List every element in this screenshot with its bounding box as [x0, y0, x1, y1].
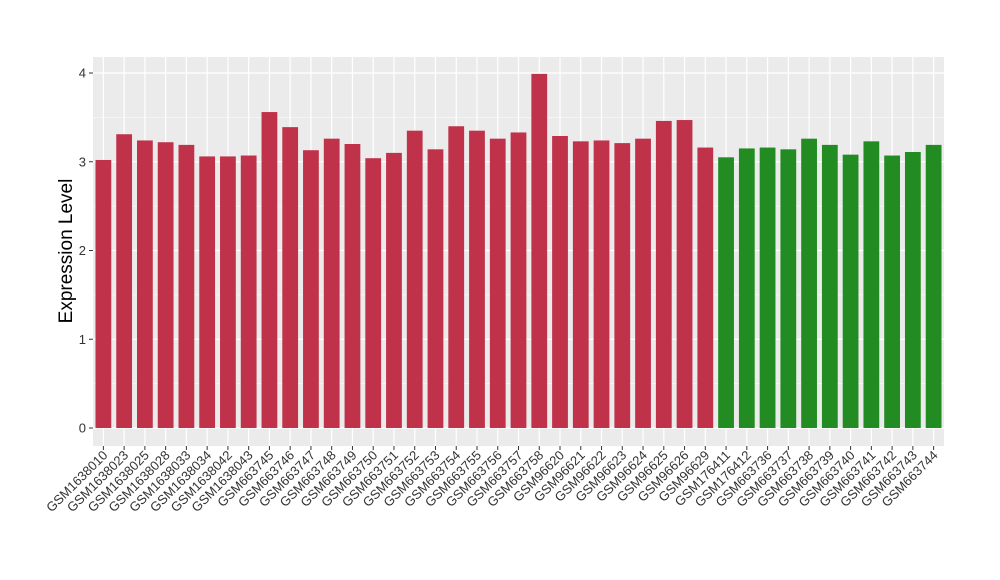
bar-GSM1638023: [116, 134, 133, 429]
y-axis: 0 1 2 3 4: [79, 66, 93, 436]
y-tick-label: 2: [79, 243, 86, 258]
bar-GSM663752: [406, 130, 423, 428]
y-axis-title: Expression Level: [56, 179, 77, 324]
bar-GSM663747: [303, 150, 319, 428]
bar-GSM1638025: [137, 140, 153, 428]
bar-GSM663748: [323, 138, 340, 429]
bar-GSM663753: [427, 149, 444, 428]
bar-GSM663749: [344, 144, 361, 428]
bar-GSM1638042: [220, 156, 236, 429]
bar-GSM1638034: [199, 156, 216, 429]
bar-GSM663755: [469, 130, 485, 428]
bar-GSM1638010: [95, 159, 112, 428]
bar-GSM663746: [282, 127, 299, 428]
bar-GSM96626: [676, 120, 693, 428]
bar-GSM663756: [489, 138, 506, 429]
bar-GSM96623: [614, 143, 631, 429]
bar-GSM663738: [801, 138, 817, 429]
bar-GSM663736: [759, 147, 776, 429]
bar-GSM663742: [884, 155, 900, 428]
bar-GSM663744: [925, 144, 942, 428]
bar-GSM663758: [531, 73, 548, 428]
bar-GSM663754: [448, 126, 465, 428]
bar-GSM663751: [386, 152, 402, 428]
bar-GSM96625: [655, 120, 672, 429]
bar-GSM663750: [365, 158, 382, 428]
x-axis: GSM1638010GSM1638023GSM1638025GSM1638028…: [43, 446, 941, 515]
bar-GSM663739: [821, 144, 838, 428]
bar-GSM1638043: [240, 155, 257, 428]
bar-GSM96622: [593, 140, 610, 428]
bar-GSM96629: [697, 147, 714, 429]
y-tick-label: 3: [79, 154, 86, 169]
y-tick-label: 4: [79, 66, 86, 81]
bar-GSM176411: [718, 157, 734, 428]
bar-GSM663741: [863, 141, 880, 428]
y-tick-label: 1: [79, 332, 86, 347]
bar-GSM663743: [904, 151, 921, 429]
bar-GSM663740: [842, 154, 859, 428]
bars: [95, 73, 942, 429]
bar-GSM1638028: [157, 142, 174, 428]
bar-GSM96621: [572, 141, 589, 428]
bar-GSM96620: [552, 136, 568, 428]
bar-GSM96624: [635, 138, 651, 429]
bar-GSM663737: [780, 149, 797, 428]
y-tick-label: 0: [79, 421, 86, 436]
bar-GSM663757: [510, 132, 527, 428]
bar-GSM1638033: [178, 144, 195, 428]
bar-GSM176412: [738, 148, 755, 428]
bar-GSM663745: [261, 112, 278, 429]
